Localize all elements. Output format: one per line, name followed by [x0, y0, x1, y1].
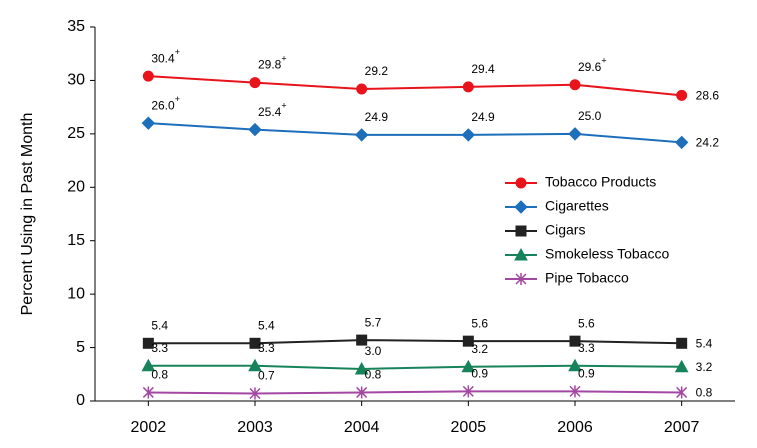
value-label: 5.7 [365, 315, 382, 329]
data-point [569, 335, 581, 347]
legend-label: Smokeless Tobacco [545, 246, 669, 262]
value-label: 29.4 [471, 62, 495, 76]
data-point [142, 337, 154, 349]
data-point [676, 386, 688, 399]
data-point [674, 135, 689, 150]
x-tick-label: 2002 [131, 419, 167, 436]
data-point [249, 77, 261, 89]
data-point [249, 337, 261, 349]
data-point [569, 79, 581, 91]
value-label: 25.0 [578, 109, 602, 123]
data-point [462, 335, 474, 347]
series-line [148, 339, 682, 345]
value-label: 5.4 [151, 318, 168, 332]
value-label: 3.2 [471, 342, 488, 356]
x-tick-label: 2004 [344, 419, 380, 436]
data-point [461, 128, 476, 142]
series-line [148, 75, 682, 97]
value-label: 3.0 [365, 344, 382, 358]
y-tick-label: 10 [67, 285, 85, 302]
value-label: 5.6 [578, 316, 595, 330]
value-label: 24.9 [471, 110, 495, 124]
x-tick-label: 2007 [664, 419, 700, 436]
value-label: 0.9 [471, 367, 488, 381]
value-label: 3.2 [696, 360, 713, 374]
data-point [461, 359, 476, 373]
value-label: 24.9 [365, 110, 389, 124]
legend-label: Cigars [545, 222, 585, 238]
value-label: 5.4 [696, 336, 713, 350]
data-point [674, 359, 689, 373]
data-point [568, 358, 582, 372]
value-label: 29.8+ [258, 54, 287, 72]
y-tick-label: 30 [67, 72, 85, 89]
data-point [354, 128, 369, 142]
legend-marker [515, 177, 527, 189]
value-label: 26.0+ [151, 95, 180, 113]
y-tick-label: 0 [76, 392, 85, 409]
x-tick-label: 2005 [451, 419, 487, 436]
data-point [462, 385, 474, 398]
value-label: 3.3 [258, 341, 275, 355]
y-tick-label: 15 [67, 232, 85, 249]
legend-label: Pipe Tobacco [545, 270, 629, 286]
value-label: 24.2 [696, 136, 720, 150]
data-point [249, 387, 261, 400]
series-line [148, 122, 682, 144]
y-axis-label: Percent Using in Past Month [19, 113, 36, 316]
series-line [148, 364, 682, 370]
data-point [142, 70, 154, 82]
value-label: 30.4+ [151, 48, 180, 66]
legend-label: Cigarettes [545, 198, 609, 214]
y-tick-label: 35 [67, 18, 85, 35]
x-tick-label: 2003 [237, 419, 273, 436]
value-label: 25.4+ [258, 101, 287, 119]
y-tick-label: 20 [67, 179, 85, 196]
data-point [248, 122, 262, 137]
value-label: 28.6 [696, 89, 720, 103]
value-label: 0.8 [151, 368, 168, 382]
data-point [354, 361, 369, 375]
legend-marker [515, 273, 527, 285]
legend-marker [514, 200, 528, 214]
data-point [676, 89, 688, 101]
data-point [569, 385, 581, 398]
legend-marker [515, 225, 527, 237]
data-point [568, 127, 582, 141]
series-line [148, 390, 682, 395]
value-label: 29.2 [365, 64, 389, 78]
value-label: 0.8 [365, 368, 382, 382]
data-point [248, 358, 262, 372]
value-label: 0.8 [696, 386, 713, 400]
data-point [141, 358, 156, 372]
legend-marker [514, 247, 528, 261]
value-label: 0.7 [258, 369, 275, 383]
value-label: 29.6+ [578, 56, 607, 74]
data-point [356, 334, 368, 346]
value-label: 3.3 [578, 341, 595, 355]
data-point [462, 81, 474, 93]
data-point [356, 386, 368, 399]
y-tick-label: 5 [76, 339, 85, 356]
data-point [356, 83, 368, 95]
data-point [142, 386, 154, 399]
value-label: 3.3 [151, 341, 168, 355]
x-tick-label: 2006 [557, 419, 593, 436]
data-point [141, 116, 156, 130]
legend-label: Tobacco Products [545, 174, 656, 190]
y-tick-label: 25 [67, 125, 85, 142]
data-point [676, 337, 688, 349]
value-label: 5.6 [471, 316, 488, 330]
value-label: 5.4 [258, 318, 275, 332]
value-label: 0.9 [578, 367, 595, 381]
